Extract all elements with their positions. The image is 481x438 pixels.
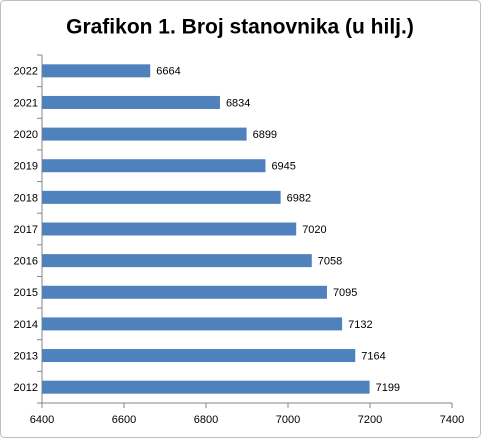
y-tick-label: 2019 (14, 161, 38, 173)
bar (42, 64, 151, 78)
y-tick-label: 2017 (14, 224, 38, 236)
value-label: 7132 (348, 319, 372, 331)
bar (42, 285, 327, 299)
x-tick-label: 6600 (112, 414, 136, 426)
x-tick-label: 6400 (30, 414, 54, 426)
bar (42, 349, 356, 363)
bar (42, 254, 312, 268)
bar (42, 127, 247, 141)
y-tick-label: 2022 (14, 66, 38, 78)
y-tick-label: 2016 (14, 256, 38, 268)
value-label: 7199 (376, 382, 400, 394)
x-tick-label: 7200 (358, 414, 382, 426)
y-tick-label: 2020 (14, 129, 38, 141)
y-tick-label: 2012 (14, 382, 38, 394)
value-label: 7095 (333, 287, 357, 299)
y-tick-label: 2014 (14, 319, 38, 331)
value-label: 6834 (226, 97, 250, 109)
y-tick-label: 2018 (14, 192, 38, 204)
value-label: 6945 (271, 161, 295, 173)
y-tick-label: 2013 (14, 350, 38, 362)
x-tick-label: 7400 (440, 414, 464, 426)
y-tick-label: 2015 (14, 287, 38, 299)
bar (42, 222, 297, 236)
x-tick-label: 7000 (276, 414, 300, 426)
x-tick-label: 6800 (194, 414, 218, 426)
value-label: 7058 (318, 256, 342, 268)
chart-title: Grafikon 1. Broj stanovnika (u hilj.) (66, 16, 414, 39)
value-label: 6982 (287, 192, 311, 204)
value-label: 7020 (302, 224, 326, 236)
bar (42, 190, 281, 204)
bar (42, 317, 343, 331)
value-label: 7164 (361, 350, 385, 362)
bar (42, 380, 370, 394)
bar (42, 159, 266, 173)
bar (42, 95, 220, 109)
value-label: 6664 (156, 66, 180, 78)
y-tick-label: 2021 (14, 97, 38, 109)
value-label: 6899 (253, 129, 277, 141)
